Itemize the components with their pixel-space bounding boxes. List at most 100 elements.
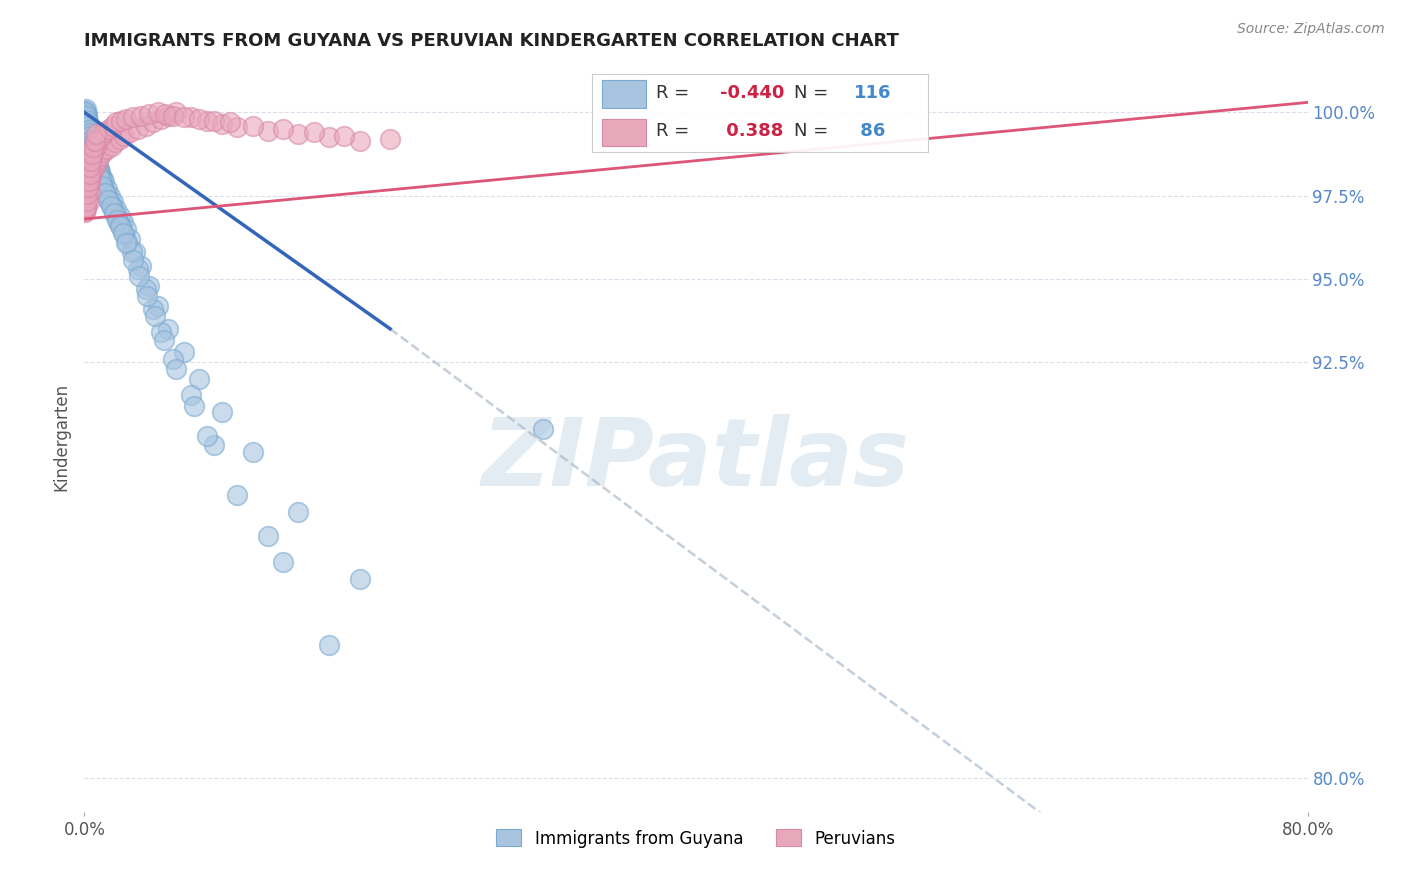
- Point: [153, 333, 176, 347]
- Point: [87, 161, 110, 176]
- Point: [211, 117, 233, 131]
- Point: [127, 122, 149, 136]
- Point: [86, 161, 108, 175]
- Point: [149, 112, 172, 126]
- Point: [86, 156, 108, 170]
- Point: [110, 220, 132, 235]
- Point: [91, 145, 114, 160]
- Point: [108, 132, 131, 146]
- Point: [84, 127, 107, 141]
- Point: [226, 120, 249, 135]
- Point: [98, 188, 121, 202]
- Point: [97, 122, 120, 136]
- Point: [82, 139, 104, 153]
- Point: [105, 212, 128, 227]
- Point: [82, 140, 104, 154]
- Point: [146, 299, 169, 313]
- Point: [83, 150, 105, 164]
- Point: [115, 235, 138, 250]
- Point: [87, 159, 110, 173]
- Point: [83, 146, 105, 161]
- Point: [76, 186, 98, 201]
- Point: [195, 113, 218, 128]
- Point: [75, 202, 97, 216]
- Point: [103, 195, 125, 210]
- Point: [143, 309, 166, 323]
- Point: [202, 438, 225, 452]
- Point: [83, 142, 105, 156]
- Point: [82, 144, 104, 158]
- Point: [271, 122, 294, 136]
- Point: [242, 119, 264, 133]
- Point: [84, 153, 107, 167]
- Point: [195, 429, 218, 443]
- Point: [349, 134, 371, 148]
- Point: [75, 200, 97, 214]
- Point: [112, 227, 135, 241]
- Point: [108, 209, 131, 223]
- Point: [104, 207, 127, 221]
- Point: [94, 186, 117, 200]
- Point: [105, 202, 128, 216]
- Point: [77, 180, 100, 194]
- Point: [80, 169, 103, 183]
- Point: [138, 107, 160, 121]
- Point: [77, 119, 100, 133]
- Point: [76, 112, 98, 127]
- Point: [79, 161, 101, 175]
- Point: [142, 115, 165, 129]
- Point: [146, 105, 169, 120]
- Point: [76, 117, 98, 131]
- Point: [101, 138, 124, 153]
- Point: [76, 116, 98, 130]
- Point: [90, 169, 112, 183]
- Point: [80, 136, 103, 151]
- Point: [115, 235, 138, 250]
- Point: [122, 111, 145, 125]
- Point: [84, 145, 107, 160]
- Text: ZIPatlas: ZIPatlas: [482, 414, 910, 506]
- Point: [135, 119, 157, 133]
- Point: [80, 134, 103, 148]
- Point: [76, 172, 98, 186]
- Point: [157, 109, 180, 123]
- Point: [110, 113, 132, 128]
- Point: [86, 159, 108, 173]
- Point: [202, 113, 225, 128]
- Point: [79, 155, 101, 169]
- Point: [87, 152, 110, 166]
- Point: [96, 142, 118, 156]
- Point: [128, 269, 150, 284]
- Point: [93, 125, 115, 139]
- Point: [124, 245, 146, 260]
- Point: [157, 322, 180, 336]
- Point: [75, 105, 97, 120]
- Point: [100, 199, 122, 213]
- Point: [94, 186, 117, 201]
- Point: [79, 126, 101, 140]
- Point: [111, 215, 134, 229]
- Point: [86, 155, 108, 169]
- Point: [76, 111, 98, 125]
- Point: [104, 136, 127, 150]
- Point: [84, 149, 107, 163]
- Point: [79, 125, 101, 139]
- Point: [83, 147, 105, 161]
- Point: [86, 152, 108, 166]
- Point: [120, 232, 142, 246]
- Point: [82, 140, 104, 154]
- Point: [77, 195, 100, 210]
- Text: Source: ZipAtlas.com: Source: ZipAtlas.com: [1237, 22, 1385, 37]
- Point: [105, 115, 128, 129]
- Point: [103, 119, 125, 133]
- Point: [90, 128, 112, 143]
- Point: [226, 488, 249, 502]
- Point: [84, 138, 107, 153]
- Point: [77, 124, 100, 138]
- Point: [89, 169, 111, 184]
- Point: [77, 120, 100, 134]
- Point: [76, 120, 98, 135]
- Point: [180, 111, 202, 125]
- Point: [80, 165, 103, 179]
- Point: [136, 289, 159, 303]
